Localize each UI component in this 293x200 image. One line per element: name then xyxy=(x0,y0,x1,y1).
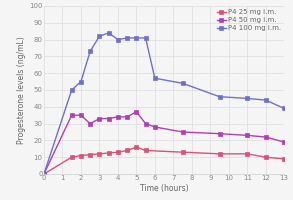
P4 25 mg i.m. xyxy=(98,153,101,155)
P4 50 mg i.m. xyxy=(282,141,286,143)
P4 50 mg i.m. xyxy=(134,111,138,113)
P4 25 mg i.m. xyxy=(42,173,46,175)
P4 100 mg i.m. xyxy=(79,80,83,83)
P4 25 mg i.m. xyxy=(181,151,184,153)
P4 25 mg i.m. xyxy=(125,149,129,152)
P4 25 mg i.m. xyxy=(264,156,268,158)
P4 100 mg i.m. xyxy=(134,37,138,39)
Line: P4 25 mg i.m.: P4 25 mg i.m. xyxy=(42,145,286,176)
P4 50 mg i.m. xyxy=(181,131,184,133)
P4 50 mg i.m. xyxy=(107,117,110,120)
Y-axis label: Progesterone levels (ng/mL): Progesterone levels (ng/mL) xyxy=(17,36,26,144)
P4 100 mg i.m. xyxy=(181,82,184,84)
P4 50 mg i.m. xyxy=(153,126,156,128)
P4 50 mg i.m. xyxy=(79,114,83,116)
P4 25 mg i.m. xyxy=(88,153,92,156)
P4 100 mg i.m. xyxy=(116,38,120,41)
P4 100 mg i.m. xyxy=(70,89,74,91)
P4 25 mg i.m. xyxy=(246,153,249,155)
P4 50 mg i.m. xyxy=(144,122,147,125)
P4 100 mg i.m. xyxy=(153,77,156,79)
P4 100 mg i.m. xyxy=(98,35,101,37)
P4 25 mg i.m. xyxy=(144,149,147,152)
P4 25 mg i.m. xyxy=(79,154,83,157)
P4 100 mg i.m. xyxy=(107,32,110,34)
P4 50 mg i.m. xyxy=(88,122,92,125)
P4 25 mg i.m. xyxy=(282,158,286,160)
P4 100 mg i.m. xyxy=(282,107,286,110)
Line: P4 100 mg i.m.: P4 100 mg i.m. xyxy=(42,31,286,176)
P4 50 mg i.m. xyxy=(116,116,120,118)
P4 25 mg i.m. xyxy=(70,156,74,158)
P4 100 mg i.m. xyxy=(264,99,268,101)
P4 100 mg i.m. xyxy=(144,37,147,39)
P4 100 mg i.m. xyxy=(42,173,46,175)
P4 25 mg i.m. xyxy=(218,153,221,155)
Legend: P4 25 mg i.m., P4 50 mg i.m., P4 100 mg i.m.: P4 25 mg i.m., P4 50 mg i.m., P4 100 mg … xyxy=(216,8,282,32)
P4 25 mg i.m. xyxy=(107,152,110,154)
P4 25 mg i.m. xyxy=(116,151,120,153)
P4 50 mg i.m. xyxy=(246,134,249,137)
X-axis label: Time (hours): Time (hours) xyxy=(140,184,188,193)
P4 50 mg i.m. xyxy=(264,136,268,138)
P4 100 mg i.m. xyxy=(125,37,129,39)
P4 50 mg i.m. xyxy=(70,114,74,116)
P4 50 mg i.m. xyxy=(98,117,101,120)
P4 50 mg i.m. xyxy=(218,132,221,135)
P4 50 mg i.m. xyxy=(42,173,46,175)
P4 100 mg i.m. xyxy=(88,50,92,53)
P4 100 mg i.m. xyxy=(246,97,249,100)
P4 25 mg i.m. xyxy=(134,146,138,148)
P4 50 mg i.m. xyxy=(125,116,129,118)
P4 100 mg i.m. xyxy=(218,96,221,98)
Line: P4 50 mg i.m.: P4 50 mg i.m. xyxy=(42,110,286,176)
